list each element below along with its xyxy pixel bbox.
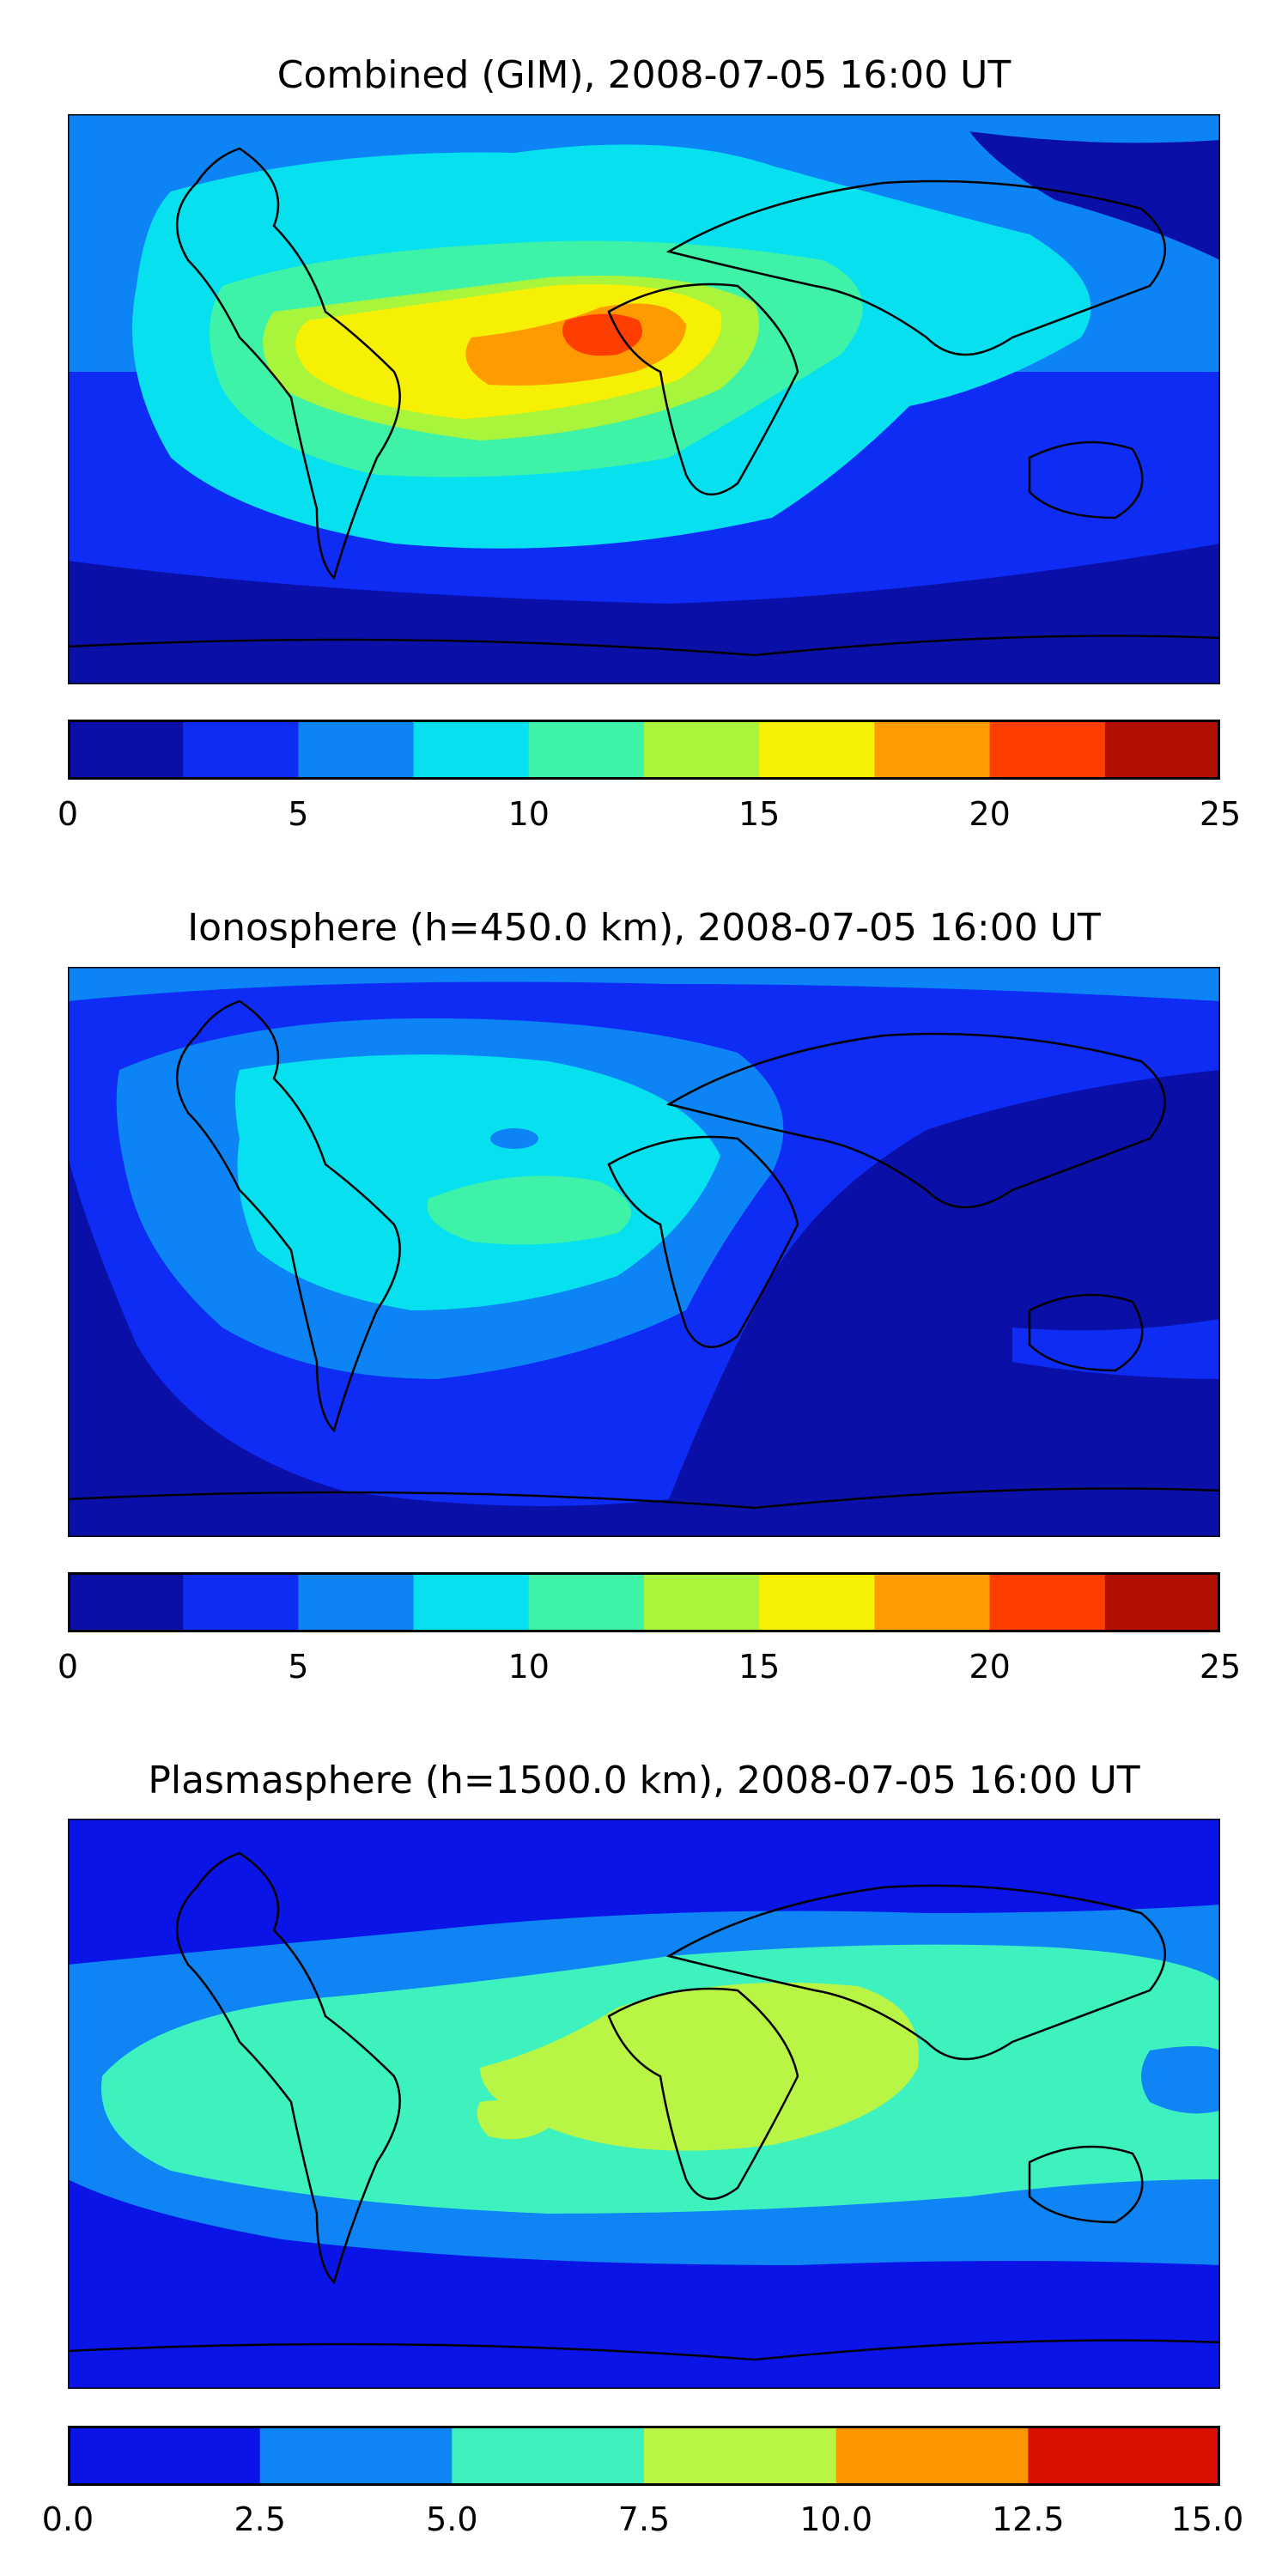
panel-2-tick: 0 [57,1648,79,1686]
panel-3-map [68,1819,1220,2389]
panel-1-nw-pacific-dark [969,131,1220,260]
colorbar-segment [644,720,760,780]
colorbar-segment [835,2426,1029,2486]
colorbar-frame [68,1572,1220,1632]
colorbar-segment [989,1572,1106,1632]
panel-1-map [68,114,1220,684]
colorbar-segment [1028,2426,1220,2486]
colorbar-segment [298,1572,415,1632]
panel-1-tick: 25 [1199,795,1242,833]
panel-3-tick: 2.5 [234,2500,286,2538]
panel-2-tick: 5 [288,1648,309,1686]
panel-2-cyan-band [235,1054,720,1310]
panel-2-map [68,967,1220,1537]
colorbar-segment [298,720,415,780]
colorbar-segment [183,1572,299,1632]
panel-2-teal-band [427,1176,631,1245]
colorbar-segment [528,1572,645,1632]
panel-3-yellowgreen-west [477,2100,549,2140]
panel-1-red-peak [562,313,643,356]
panel-2-coastlines [68,999,1220,1510]
panel-1-title: Combined (GIM), 2008-07-05 16:00 UT [276,53,1012,97]
colorbar-segment [259,2426,453,2486]
panel-1-tick: 0 [57,795,79,833]
panel-2-tick: 25 [1199,1648,1242,1686]
panel-3-tick: 12.5 [991,2500,1065,2538]
colorbar-segment [1104,1572,1220,1632]
colorbar-frame [68,2426,1220,2486]
colorbar-segment [644,2426,837,2486]
panel-1-tick: 10 [507,795,550,833]
panel-3-tick: 15.0 [1170,2500,1244,2538]
colorbar-segment [413,720,530,780]
panel-1-southern-dark-band [68,544,1220,684]
panel-1-tick: 20 [969,795,1011,833]
colorbar-segment [1104,720,1220,780]
panel-2-tick: 20 [969,1648,1011,1686]
colorbar-segment [874,720,991,780]
panel-3-tick: 5.0 [426,2500,478,2538]
colorbar-segment [528,720,645,780]
colorbar-segment [68,2426,261,2486]
colorbar-segment [183,720,299,780]
colorbar-segment [413,1572,530,1632]
panel-3-yellowgreen-band [480,1982,920,2151]
colorbar-segment [644,1572,760,1632]
panel-2-tick: 15 [738,1648,781,1686]
panel-2-title: Ionosphere (h=450.0 km), 2008-07-05 16:0… [187,906,1101,950]
panel-2-tick: 10 [507,1648,550,1686]
panel-3-colorbar [68,2426,1220,2486]
panel-3-tick: 10.0 [799,2500,872,2538]
panel-1-tick: 15 [738,795,781,833]
colorbar-segment [989,720,1106,780]
colorbar-segment [759,720,875,780]
panel-3-tick: 7.5 [617,2500,671,2538]
panel-1-coastlines [68,147,1220,657]
panel-3-east-blue-spot [1141,2046,1220,2114]
panel-3-title: Plasmasphere (h=1500.0 km), 2008-07-05 1… [148,1759,1140,1802]
colorbar-segment [452,2426,645,2486]
colorbar-segment [759,1572,875,1632]
panel-2-colorbar [68,1572,1220,1632]
colorbar-segment [68,720,184,780]
panel-2-nh-spot [490,1128,538,1149]
colorbar-segment [68,1572,184,1632]
panel-3-tick: 0.0 [41,2500,94,2538]
panel-3-coastlines [68,1851,1220,2361]
colorbar-frame [68,720,1220,780]
colorbar-segment [874,1572,991,1632]
panel-1-tick: 5 [288,795,309,833]
panel-1-colorbar [68,720,1220,780]
